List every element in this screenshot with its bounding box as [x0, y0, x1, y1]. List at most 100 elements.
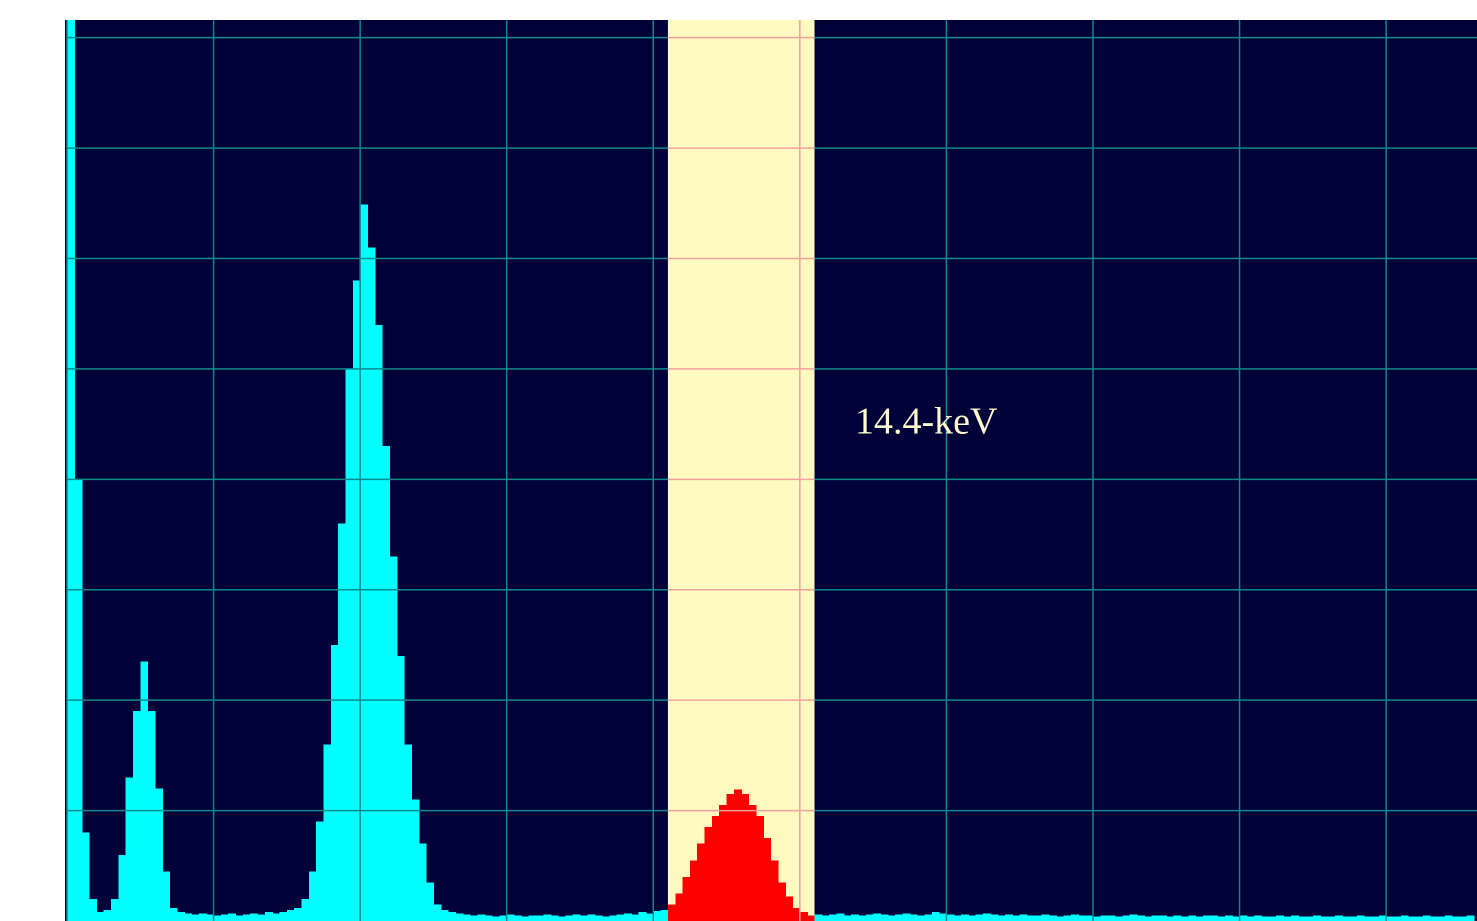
roi-bar	[777, 882, 786, 921]
bar	[1041, 914, 1050, 921]
bar	[1312, 915, 1321, 921]
bar	[536, 915, 544, 921]
bar	[1217, 916, 1226, 921]
bar	[829, 914, 838, 921]
bar	[1063, 915, 1072, 921]
bar	[448, 912, 457, 921]
roi-bar	[741, 794, 750, 921]
bar	[88, 898, 97, 921]
bar	[1452, 916, 1461, 921]
bar	[983, 913, 991, 921]
bar	[909, 914, 918, 921]
bar	[484, 915, 493, 921]
bar	[308, 871, 317, 921]
bar	[1188, 915, 1197, 921]
bar	[228, 913, 237, 921]
roi-bar	[733, 789, 742, 921]
bar	[851, 914, 860, 921]
bar	[1129, 914, 1138, 921]
bar	[1320, 916, 1329, 921]
roi-bar	[807, 915, 816, 921]
bar	[1239, 915, 1248, 921]
bar	[521, 916, 530, 921]
roi-bar	[748, 805, 757, 921]
bar	[821, 915, 830, 921]
roi-bar	[719, 805, 728, 921]
bar	[235, 915, 244, 921]
bar	[660, 909, 669, 921]
bar	[1268, 916, 1277, 921]
bar	[601, 916, 610, 921]
bar	[1459, 916, 1468, 921]
bar	[110, 898, 119, 921]
bar	[1305, 916, 1314, 921]
bar	[865, 914, 874, 921]
bar	[220, 914, 229, 921]
bar	[162, 871, 171, 921]
bar	[550, 915, 559, 921]
bar	[257, 914, 266, 921]
bar	[1224, 915, 1233, 921]
bar	[1195, 916, 1204, 921]
bar	[1444, 915, 1453, 921]
bar	[411, 799, 420, 921]
bar	[1334, 915, 1343, 921]
bar	[887, 915, 896, 921]
bar	[345, 368, 354, 921]
bar	[1437, 916, 1446, 921]
bar	[653, 911, 662, 921]
bar	[184, 913, 193, 921]
roi-bar	[711, 816, 720, 921]
bar	[301, 898, 310, 921]
bar	[250, 913, 259, 921]
bar	[118, 854, 127, 921]
bar	[1364, 916, 1373, 921]
bar	[836, 913, 845, 921]
bar	[132, 711, 141, 921]
roi-bar	[667, 904, 676, 921]
bar	[455, 913, 464, 921]
bar	[990, 914, 999, 921]
bar	[1327, 916, 1336, 921]
bar	[638, 912, 647, 921]
bar	[1166, 916, 1175, 921]
bar	[404, 744, 413, 921]
bar	[961, 914, 970, 921]
bar	[1049, 915, 1057, 921]
bar	[506, 914, 515, 921]
bar	[433, 904, 442, 921]
bar	[1005, 914, 1013, 921]
bar	[1100, 915, 1109, 921]
bar	[67, 20, 75, 921]
bar	[1276, 915, 1285, 921]
bar	[609, 915, 618, 921]
bar	[939, 913, 948, 921]
roi-bar	[770, 860, 779, 921]
bar	[140, 661, 149, 921]
bar	[895, 914, 904, 921]
bar	[396, 656, 405, 921]
bar	[499, 915, 508, 921]
bar	[147, 711, 156, 921]
bar	[1386, 916, 1395, 921]
roi-bar	[704, 827, 713, 921]
bar	[1158, 915, 1167, 921]
bar	[565, 915, 574, 921]
bar	[1422, 915, 1431, 921]
roi-band	[667, 20, 815, 921]
bar	[543, 914, 552, 921]
bar	[858, 915, 867, 921]
bar	[1415, 916, 1424, 921]
bar	[440, 909, 449, 921]
bar	[279, 912, 288, 921]
bar	[1356, 915, 1365, 921]
roi-bar	[763, 838, 772, 921]
bar	[843, 915, 852, 921]
bar	[374, 324, 383, 921]
bar	[645, 913, 654, 921]
roi-bar	[726, 794, 735, 921]
bar	[492, 916, 500, 921]
bar	[352, 280, 361, 921]
bar	[1290, 915, 1299, 921]
bar	[389, 556, 398, 921]
